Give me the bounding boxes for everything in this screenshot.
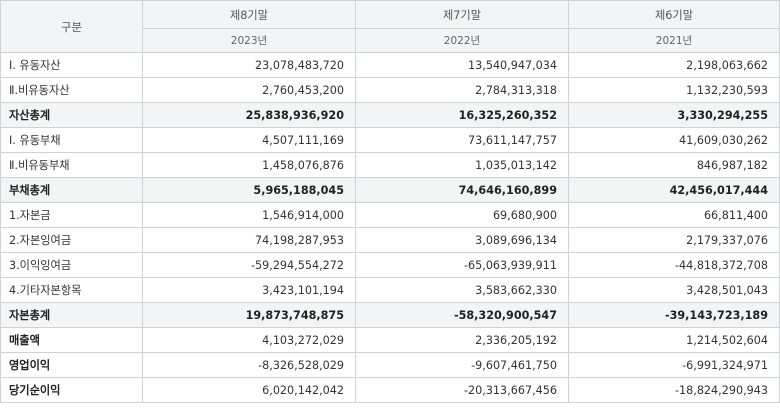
header-year-cell: 2021년 [568,28,780,53]
total-row: 자산총계 25,838,936,920 16,325,260,352 3,330… [0,102,780,128]
row-value: 73,611,147,757 [355,127,569,153]
row-value: 6,020,142,042 [142,377,356,403]
header-row-year: 2023년 2022년 2021년 [1,28,780,53]
row-value: -44,818,372,708 [568,252,780,278]
row-value: 4,507,111,169 [142,127,356,153]
row-value: 2,336,205,192 [355,327,569,353]
header-row-period: 구분 제8기말 제7기말 제6기말 [0,0,780,53]
row-value: 3,428,501,043 [568,277,780,303]
row-value: 1,458,076,876 [142,152,356,178]
row-label: Ⅰ. 유동부채 [0,127,143,153]
table-header: 구분 제8기말 제7기말 제6기말 2023년 2022년 2021년 [0,0,780,53]
header-year-cell: 2022년 [355,28,569,53]
row-value: 846,987,182 [568,152,780,178]
row-value: -6,991,324,971 [568,352,780,378]
row-label: 3.이익잉여금 [0,252,143,278]
row-label: 당기순이익 [0,377,143,403]
financial-summary-table: 구분 제8기말 제7기말 제6기말 2023년 2022년 2021년 Ⅰ. 유… [0,0,780,403]
row-label: Ⅱ.비유동자산 [0,77,143,103]
row-value: 42,456,017,444 [568,177,780,203]
header-period-cell: 제6기말 [568,0,780,29]
row-value: 19,873,748,875 [142,302,356,328]
row-value: 2,784,313,318 [355,77,569,103]
row-value: -59,294,554,272 [142,252,356,278]
table-row: Ⅰ. 유동부채 4,507,111,169 73,611,147,757 41,… [0,127,780,153]
table-row: 영업이익 -8,326,528,029 -9,607,461,750 -6,99… [0,352,780,378]
row-value: 41,609,030,262 [568,127,780,153]
row-label: 자본총계 [0,302,143,328]
row-value: 66,811,400 [568,202,780,228]
row-label: 부채총계 [0,177,143,203]
row-value: -58,320,900,547 [355,302,569,328]
total-row: 부채총계 5,965,188,045 74,646,160,899 42,456… [0,177,780,203]
row-value: -65,063,939,911 [355,252,569,278]
row-value: 1,214,502,604 [568,327,780,353]
table-row: 4.기타자본항목 3,423,101,194 3,583,662,330 3,4… [0,277,780,303]
table-row: 3.이익잉여금 -59,294,554,272 -65,063,939,911 … [0,252,780,278]
header-period-cell: 제7기말 [355,0,569,29]
row-value: 23,078,483,720 [142,52,356,78]
row-value: 2,179,337,076 [568,227,780,253]
row-label: Ⅰ. 유동자산 [0,52,143,78]
header-period-cell: 제8기말 [142,0,356,29]
header-label-cell: 구분 [0,0,143,53]
table-row: 1.자본금 1,546,914,000 69,680,900 66,811,40… [0,202,780,228]
row-value: 1,132,230,593 [568,77,780,103]
row-value: 2,198,063,662 [568,52,780,78]
row-value: 74,198,287,953 [142,227,356,253]
row-label: 매출액 [0,327,143,353]
row-value: 69,680,900 [355,202,569,228]
table-row: 당기순이익 6,020,142,042 -20,313,667,456 -18,… [0,377,780,403]
table-body: Ⅰ. 유동자산 23,078,483,720 13,540,947,034 2,… [0,52,780,403]
row-value: 16,325,260,352 [355,102,569,128]
row-value: 5,965,188,045 [142,177,356,203]
row-label: Ⅱ.비유동부채 [0,152,143,178]
row-value: 3,089,696,134 [355,227,569,253]
row-label: 2.자본잉여금 [0,227,143,253]
row-value: 3,423,101,194 [142,277,356,303]
row-label: 영업이익 [0,352,143,378]
row-label: 4.기타자본항목 [0,277,143,303]
table-row: Ⅱ.비유동자산 2,760,453,200 2,784,313,318 1,13… [0,77,780,103]
table-row: Ⅱ.비유동부채 1,458,076,876 1,035,013,142 846,… [0,152,780,178]
row-value: 74,646,160,899 [355,177,569,203]
row-value: -8,326,528,029 [142,352,356,378]
row-value: 3,330,294,255 [568,102,780,128]
row-value: -18,824,290,943 [568,377,780,403]
row-value: -9,607,461,750 [355,352,569,378]
row-value: 3,583,662,330 [355,277,569,303]
row-value: 1,035,013,142 [355,152,569,178]
table-row: 매출액 4,103,272,029 2,336,205,192 1,214,50… [0,327,780,353]
row-value: 25,838,936,920 [142,102,356,128]
table-row: Ⅰ. 유동자산 23,078,483,720 13,540,947,034 2,… [0,52,780,78]
total-row: 자본총계 19,873,748,875 -58,320,900,547 -39,… [0,302,780,328]
row-label: 1.자본금 [0,202,143,228]
row-value: 2,760,453,200 [142,77,356,103]
row-value: 1,546,914,000 [142,202,356,228]
row-label: 자산총계 [0,102,143,128]
table-row: 2.자본잉여금 74,198,287,953 3,089,696,134 2,1… [0,227,780,253]
header-year-cell: 2023년 [142,28,356,53]
row-value: 4,103,272,029 [142,327,356,353]
row-value: -39,143,723,189 [568,302,780,328]
row-value: -20,313,667,456 [355,377,569,403]
row-value: 13,540,947,034 [355,52,569,78]
